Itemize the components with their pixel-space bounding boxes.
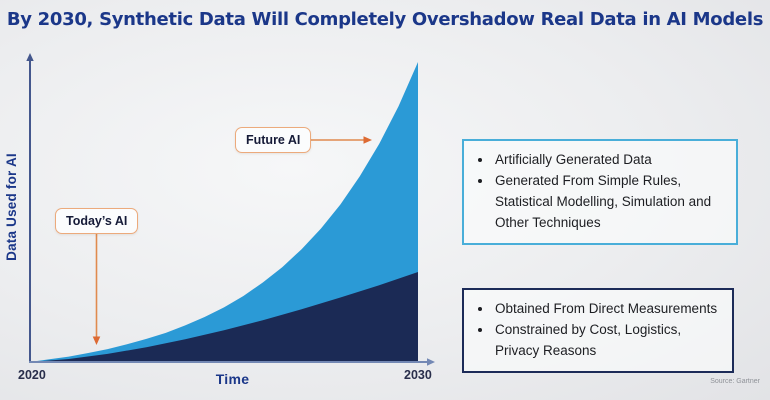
x-axis-label: Time [215,371,250,387]
x-tick-2020: 2020 [18,368,46,382]
y-axis-label: Data Used for AI [4,153,19,261]
bullet-item: Constrained by Cost, Logistics, Privacy … [493,320,720,362]
real-data-bullet-list: Obtained From Direct Measurements Constr… [493,299,720,362]
y-axis [26,53,34,363]
real-data-description-box: Obtained From Direct Measurements Constr… [462,288,734,373]
bullet-item: Generated From Simple Rules, Statistical… [493,171,724,234]
future-ai-callout: Future AI [235,127,312,153]
source-attribution: Source: Gartner [710,378,760,385]
future-ai-arrow-icon [307,136,372,144]
x-axis-arrow-icon [427,358,435,366]
synthetic-data-area [30,62,418,362]
real-data-area [30,272,418,362]
x-tick-2030: 2030 [404,368,432,382]
bullet-item: Artificially Generated Data [493,150,724,171]
synthetic-data-bullet-list: Artificially Generated Data Generated Fr… [493,150,724,234]
synthetic-data-description-box: Artificially Generated Data Generated Fr… [462,139,738,245]
todays-ai-callout: Today’s AI [55,208,139,234]
todays-ai-arrow-icon [92,234,101,345]
bullet-item: Obtained From Direct Measurements [493,299,720,320]
page-title: By 2030, Synthetic Data Will Completely … [6,9,764,30]
y-axis-arrow-icon [26,53,34,61]
x-axis [29,358,435,366]
